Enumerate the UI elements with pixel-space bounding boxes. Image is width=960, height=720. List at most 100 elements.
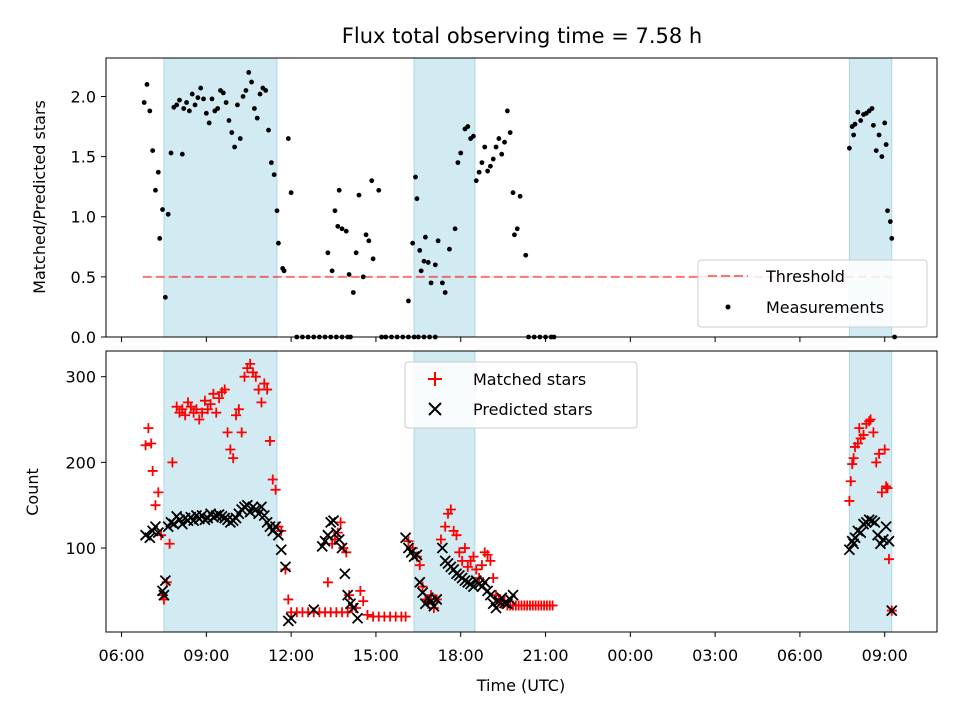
bottom-y-axis-label: Count bbox=[23, 468, 42, 516]
matched-star-point bbox=[848, 453, 859, 464]
bottom-y-tick-label: 300 bbox=[65, 368, 96, 387]
predicted-star-point bbox=[490, 602, 502, 614]
predicted-star-point bbox=[843, 544, 856, 556]
matched-star-point bbox=[400, 611, 411, 622]
measurement-point bbox=[179, 151, 185, 157]
measurement-point bbox=[869, 106, 875, 111]
measurement-point bbox=[168, 150, 174, 156]
measurement-point bbox=[523, 252, 529, 258]
x-axis-label: Time (UTC) bbox=[476, 676, 565, 695]
measurement-point bbox=[496, 136, 502, 141]
top-shaded-interval-0 bbox=[163, 57, 278, 338]
measurement-point bbox=[432, 262, 438, 268]
measurement-point bbox=[157, 235, 163, 241]
bottom-panel: 100 200 300 06:00 09:00 12:00 15:00 18:00 21:00… bbox=[23, 350, 938, 695]
matched-star-point bbox=[547, 600, 558, 611]
predicted-star-point bbox=[285, 612, 297, 624]
measurement-point bbox=[220, 90, 226, 96]
measurement-point bbox=[490, 156, 496, 162]
matched-star-point bbox=[847, 459, 858, 470]
x-tick-label: 00:00 bbox=[607, 646, 653, 665]
measurement-point bbox=[876, 132, 882, 138]
matched-star-point bbox=[239, 371, 250, 382]
matched-star-point bbox=[199, 395, 210, 406]
measurement-point bbox=[189, 91, 195, 97]
x-tick-label: 06:00 bbox=[98, 646, 144, 665]
matched-star-point bbox=[440, 521, 451, 532]
x-tick-label: 12:00 bbox=[268, 646, 314, 665]
matched-star-point bbox=[228, 453, 239, 464]
top-y-tick-label: 0.5 bbox=[71, 268, 96, 287]
measurement-point bbox=[198, 85, 204, 91]
predicted-star-point bbox=[855, 526, 867, 539]
measurement-point bbox=[360, 274, 366, 280]
predicted-star-point bbox=[279, 561, 292, 573]
matched-star-point bbox=[177, 404, 188, 415]
matched-star-point bbox=[882, 483, 893, 494]
x-tick-label: 09:00 bbox=[183, 646, 229, 665]
measurement-point bbox=[417, 248, 423, 253]
matched-star-point bbox=[355, 585, 366, 596]
measurement-point bbox=[254, 115, 260, 121]
measurement-point bbox=[226, 118, 232, 123]
matched-star-point bbox=[457, 555, 468, 566]
matched-star-point bbox=[459, 543, 470, 554]
matched-star-point bbox=[471, 564, 482, 575]
measurement-point bbox=[502, 139, 507, 145]
measurement-points bbox=[141, 70, 898, 340]
matched-star-point bbox=[140, 440, 151, 451]
measurement-point bbox=[887, 219, 893, 224]
measurement-point bbox=[482, 144, 488, 150]
matched-star-point bbox=[844, 495, 855, 506]
predicted-star-point bbox=[144, 532, 156, 544]
top-y-tick-label: 0.0 bbox=[71, 328, 96, 347]
matched-star-point bbox=[417, 581, 428, 592]
measurement-point bbox=[369, 178, 375, 184]
x-tick-label: 15:00 bbox=[353, 646, 399, 665]
matched-star-point bbox=[876, 487, 887, 498]
matched-star-point bbox=[245, 358, 256, 369]
matched-star-point bbox=[276, 525, 287, 536]
measurement-point bbox=[514, 226, 520, 232]
predicted-star-point bbox=[330, 526, 342, 539]
measurement-point bbox=[141, 100, 147, 105]
bottom-y-tick-label: 200 bbox=[65, 453, 96, 472]
measurement-point bbox=[203, 110, 209, 116]
matched-star-point bbox=[451, 530, 462, 541]
measurement-point bbox=[442, 290, 448, 295]
predicted-star-point bbox=[467, 580, 480, 593]
measurement-point bbox=[879, 154, 885, 160]
measurement-point bbox=[343, 228, 349, 234]
matched-star-point bbox=[202, 404, 213, 415]
matched-star-point bbox=[225, 444, 236, 455]
matched-star-point bbox=[485, 555, 496, 566]
measurement-point bbox=[160, 207, 165, 212]
matched-star-point bbox=[332, 527, 343, 538]
matched-star-point bbox=[476, 560, 487, 571]
predicted-star-point bbox=[880, 520, 892, 533]
measurement-point bbox=[370, 256, 376, 262]
matched-star-point bbox=[191, 404, 202, 415]
matched-star-point bbox=[322, 577, 333, 588]
measurement-point bbox=[414, 196, 420, 202]
measurement-point bbox=[422, 234, 428, 240]
matched-star-point bbox=[874, 448, 885, 459]
predicted-star-point bbox=[869, 516, 881, 528]
matched-star-point bbox=[147, 465, 158, 476]
measurement-point bbox=[329, 268, 335, 274]
matched-star-point bbox=[414, 560, 425, 571]
top-y-ticks: 0.0 0.5 1.0 1.5 2.0 bbox=[71, 87, 106, 347]
measurement-point bbox=[873, 148, 879, 153]
measurement-point bbox=[504, 108, 510, 114]
measurement-point bbox=[413, 174, 418, 180]
matched-star-point bbox=[283, 594, 294, 605]
measurement-point bbox=[336, 187, 342, 193]
matched-star-point bbox=[468, 551, 479, 562]
measurement-point bbox=[235, 102, 240, 108]
x-tick-label: 09:00 bbox=[862, 646, 908, 665]
matched-star-point bbox=[858, 429, 869, 440]
measurement-point bbox=[263, 88, 269, 93]
predicted-legend-marker bbox=[428, 402, 442, 416]
top-x-ticks bbox=[121, 337, 886, 342]
predicted-star-point bbox=[316, 540, 328, 552]
